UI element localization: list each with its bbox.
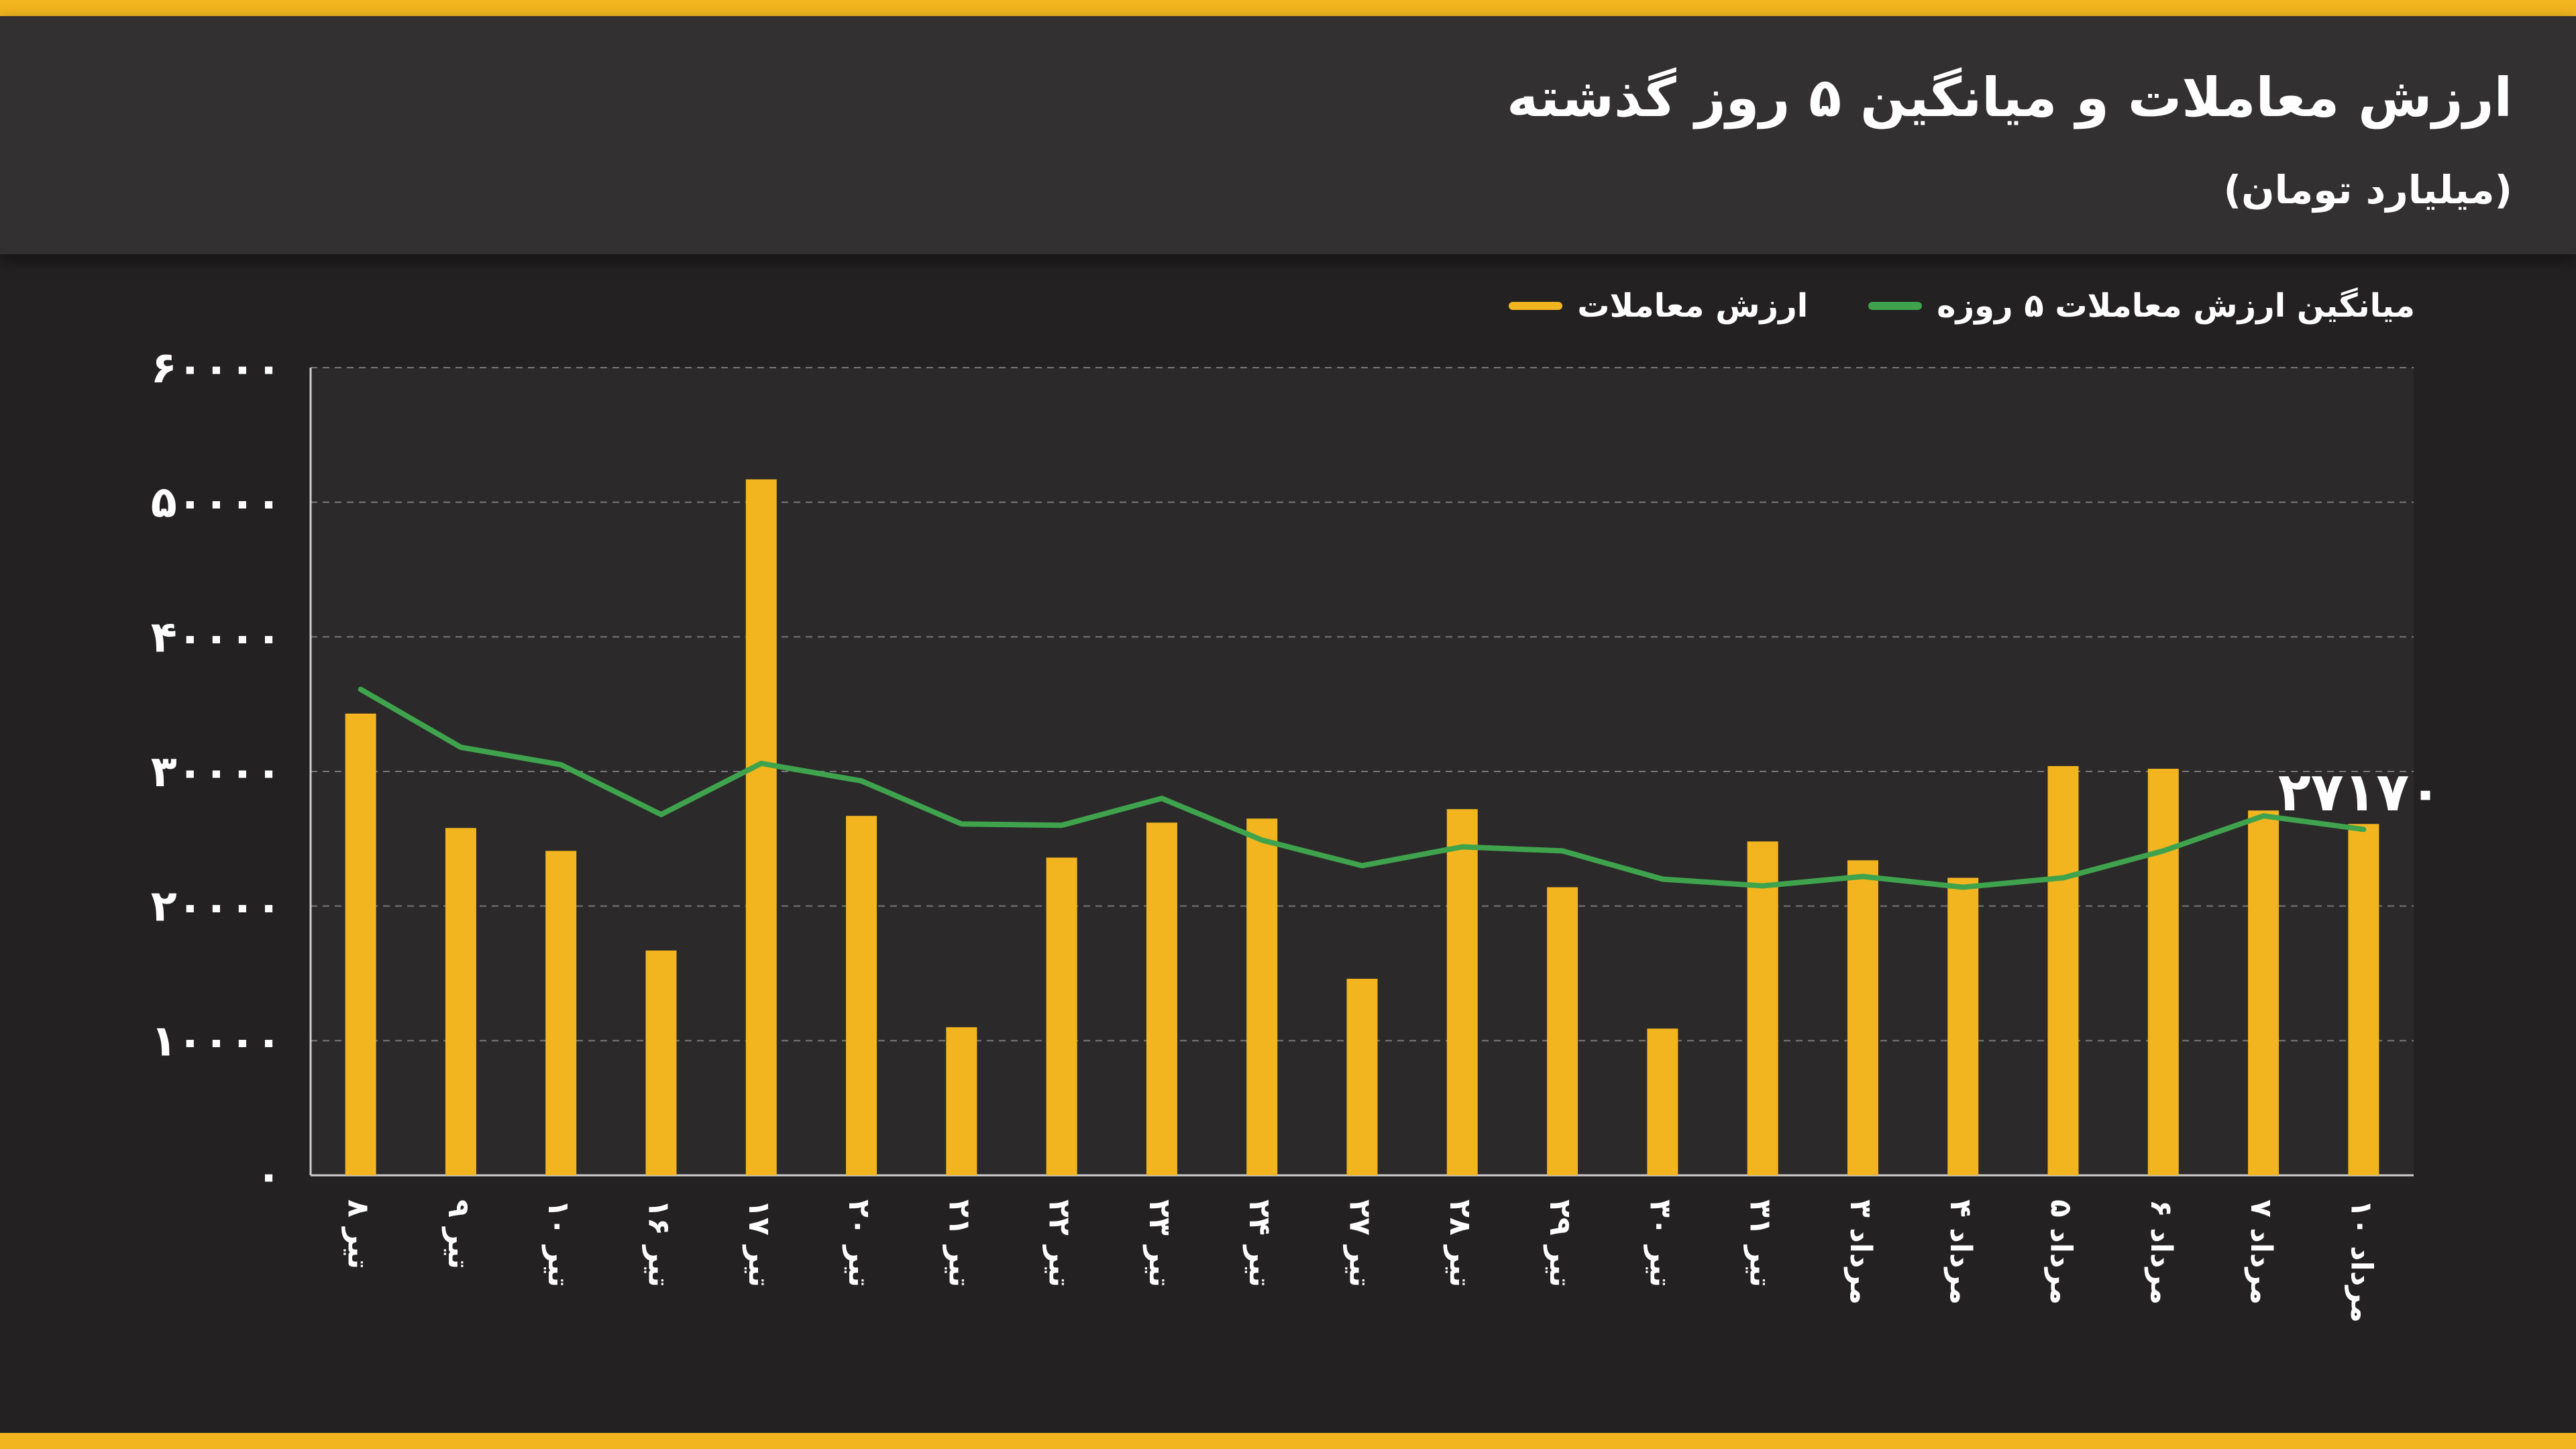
x-tick-label: تیر ۱۶ xyxy=(642,1199,676,1287)
x-tick-label: مرداد ۷ xyxy=(2244,1199,2278,1305)
bar xyxy=(745,479,777,1175)
average-point xyxy=(1061,824,1063,826)
x-tick-label: مرداد ۳ xyxy=(1843,1199,1878,1305)
x-tick-label: تیر ۲۱ xyxy=(942,1199,976,1287)
bar xyxy=(445,828,476,1175)
bar xyxy=(345,713,376,1175)
x-tick-label: تیر ۲۲ xyxy=(1042,1199,1077,1287)
legend-item-line: میانگین ارزش معاملات ۵ روزه xyxy=(1868,287,2415,325)
average-point xyxy=(1261,839,1263,841)
average-point xyxy=(1461,846,1463,848)
average-point xyxy=(861,780,863,782)
average-point xyxy=(660,814,662,816)
average-point xyxy=(1161,798,1163,800)
bar xyxy=(846,816,877,1175)
average-point xyxy=(961,823,963,825)
x-tick-label: تیر ۱۰ xyxy=(541,1199,576,1287)
bar xyxy=(1847,860,1878,1175)
x-tick-label: تیر ۲۷ xyxy=(1343,1199,1377,1287)
x-tick-label: تیر ۲۴ xyxy=(1242,1199,1277,1287)
average-point xyxy=(1762,885,1764,887)
bar xyxy=(645,950,677,1175)
bar xyxy=(2047,765,2079,1175)
legend-swatch-line xyxy=(1868,302,1923,310)
average-point xyxy=(460,746,462,748)
bar xyxy=(2348,824,2379,1175)
y-tick-label: ۵۰۰۰۰ xyxy=(151,478,282,528)
bar xyxy=(1146,822,1177,1175)
last-value-label: ۲۷۱۷۰ xyxy=(2278,761,2442,823)
average-point xyxy=(1862,875,1864,877)
average-point xyxy=(2363,828,2365,830)
bar xyxy=(2147,768,2179,1175)
legend-label-line: میانگین ارزش معاملات ۵ روزه xyxy=(1937,287,2415,325)
average-point xyxy=(760,762,762,764)
average-point xyxy=(360,688,362,690)
chart-header: ارزش معاملات و میانگین ۵ روز گذشته (میلی… xyxy=(0,16,2576,254)
bar xyxy=(1747,841,1778,1175)
x-tick-label: مرداد ۶ xyxy=(2144,1199,2178,1305)
bar xyxy=(1947,877,1979,1175)
bar xyxy=(946,1027,977,1175)
chart-title: ارزش معاملات و میانگین ۵ روز گذشته xyxy=(1507,66,2512,129)
bar xyxy=(1346,979,1378,1175)
bar xyxy=(545,851,577,1175)
average-point xyxy=(2263,815,2265,817)
x-tick-label: تیر ۹ xyxy=(441,1199,476,1269)
average-point xyxy=(560,763,562,765)
legend-swatch-bars xyxy=(1509,302,1563,310)
x-tick-label: تیر ۲۰ xyxy=(842,1199,876,1287)
bar xyxy=(1647,1028,1678,1175)
y-tick-label: ۱۰۰۰۰ xyxy=(151,1016,282,1066)
average-point xyxy=(2062,877,2064,879)
x-tick-label: مرداد ۱۰ xyxy=(2344,1199,2378,1323)
chart-subtitle: (میلیارد تومان) xyxy=(2223,167,2512,213)
legend-label-bars: ارزش معاملات xyxy=(1577,287,1809,325)
bar xyxy=(1246,818,1278,1175)
average-point xyxy=(1562,850,1564,852)
top-accent-bar xyxy=(0,0,2576,16)
y-tick-label: ۶۰۰۰۰ xyxy=(151,343,282,393)
x-tick-label: مرداد ۴ xyxy=(1943,1199,1978,1305)
average-point xyxy=(2162,850,2164,852)
y-tick-label: ۳۰۰۰۰ xyxy=(151,747,282,797)
average-point xyxy=(1962,886,1964,888)
bar xyxy=(1446,809,1478,1175)
x-tick-label: مرداد ۵ xyxy=(2044,1199,2078,1305)
x-tick-label: تیر ۲۹ xyxy=(1543,1199,1577,1287)
average-point xyxy=(1361,865,1363,867)
y-tick-label: ۰ xyxy=(256,1151,282,1201)
x-tick-label: تیر ۳۰ xyxy=(1643,1199,1677,1287)
x-tick-label: تیر ۲۳ xyxy=(1142,1199,1177,1287)
legend-item-bars: ارزش معاملات xyxy=(1509,287,1808,325)
x-tick-label: تیر ۱۷ xyxy=(742,1199,776,1287)
x-tick-label: تیر ۸ xyxy=(341,1199,376,1269)
bar xyxy=(1046,857,1077,1175)
y-tick-label: ۴۰۰۰۰ xyxy=(151,612,282,662)
average-point xyxy=(1662,878,1664,880)
x-tick-label: تیر ۳۱ xyxy=(1743,1199,1778,1287)
y-tick-label: ۲۰۰۰۰ xyxy=(151,882,282,932)
bottom-accent-bar xyxy=(0,1433,2576,1449)
bar xyxy=(2248,810,2279,1175)
x-tick-label: تیر ۲۸ xyxy=(1443,1199,1477,1287)
bar xyxy=(1547,887,1578,1175)
legend: ارزش معاملات میانگین ارزش معاملات ۵ روزه xyxy=(1509,287,2415,325)
